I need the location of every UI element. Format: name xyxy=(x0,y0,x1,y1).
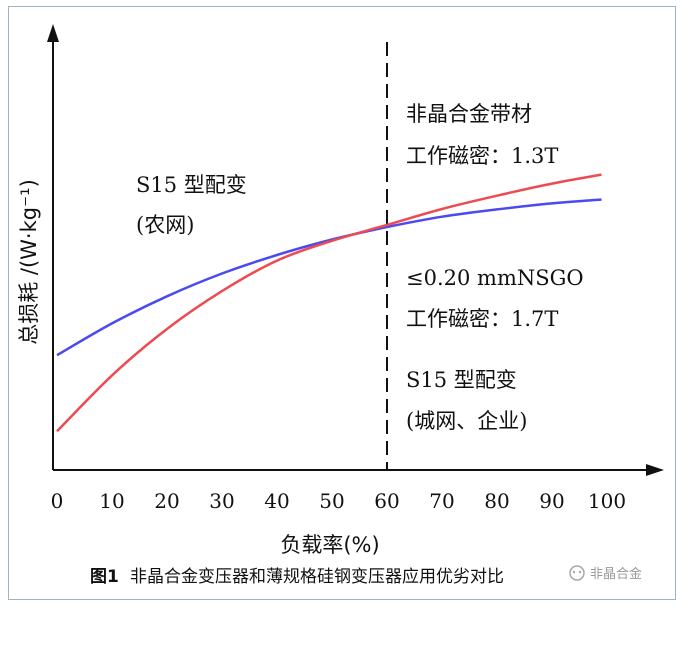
x-tick-label: 100 xyxy=(588,489,626,513)
caption-text: 非晶合金变压器和薄规格硅钢变压器应用优劣对比 xyxy=(130,567,504,587)
x-tick-label: 30 xyxy=(209,489,234,513)
x-tick-label: 60 xyxy=(374,489,399,513)
annotation-rural-line1: S15 型配变 xyxy=(136,173,247,197)
annotation-amorphous-line2: 工作磁密：1.3T xyxy=(406,144,558,168)
watermark-icon xyxy=(569,565,585,581)
x-tick-label: 50 xyxy=(319,489,344,513)
series-line-red xyxy=(56,173,602,433)
x-tick-label: 90 xyxy=(539,489,564,513)
annotation-rural-line2: (农网) xyxy=(136,213,194,237)
watermark-text: 非晶合金 xyxy=(590,566,642,582)
annotation-urban-line2: (城网、企业) xyxy=(406,409,527,433)
x-tick-label: 80 xyxy=(484,489,509,513)
x-tick-label: 10 xyxy=(99,489,124,513)
caption-number: 图1 xyxy=(90,567,119,587)
annotation-amorphous-line1: 非晶合金带材 xyxy=(406,102,532,126)
x-axis-arrow xyxy=(646,464,664,476)
annotation-nsgo-line1: ≤0.20 mmNSGO xyxy=(406,266,584,290)
annotation-nsgo-line2: 工作磁密：1.7T xyxy=(406,307,558,331)
y-axis-arrow xyxy=(47,24,59,42)
x-tick-label: 40 xyxy=(264,489,289,513)
x-tick-label: 70 xyxy=(429,489,454,513)
watermark: 非晶合金 xyxy=(569,565,642,582)
y-axis-label: 总损耗 /(W·kg⁻¹) xyxy=(17,179,41,345)
x-tick-label: 20 xyxy=(154,489,179,513)
annotation-urban-line1: S15 型配变 xyxy=(406,368,517,392)
x-axis-label: 负载率(%) xyxy=(280,533,379,557)
figure-frame xyxy=(8,6,676,600)
x-tick-label: 0 xyxy=(51,489,64,513)
